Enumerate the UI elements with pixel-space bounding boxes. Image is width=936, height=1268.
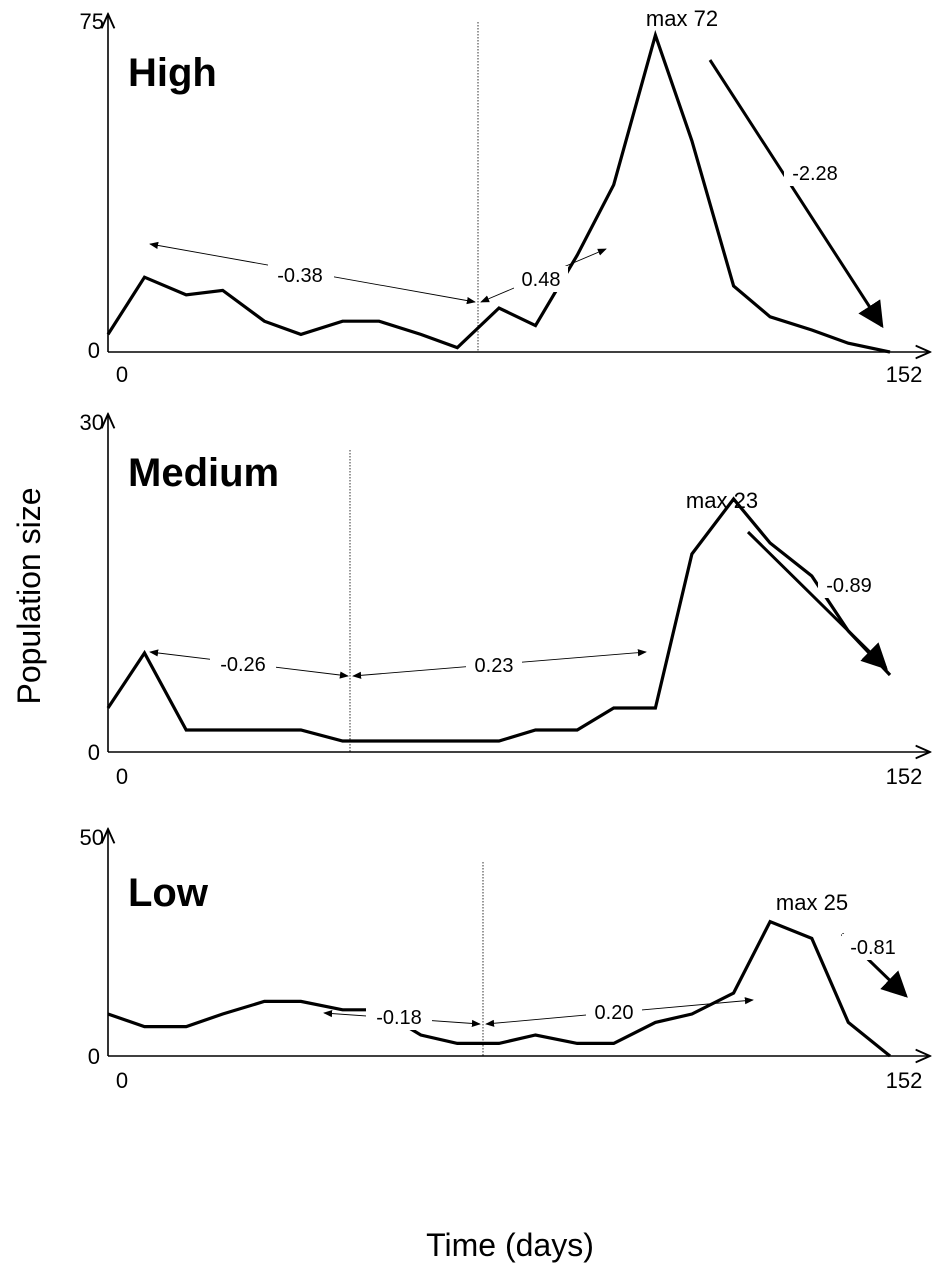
x-axis-label: Time (days) — [426, 1227, 594, 1263]
series-line — [106, 496, 892, 743]
panel-low: 50 0 0 152 Low -0.18 0.20 -0.81 max 25 — [80, 825, 930, 1093]
panel-title: Medium — [128, 451, 279, 495]
slope-label-right: -0.81 — [850, 937, 896, 959]
y-tick-max: 30 — [80, 410, 104, 435]
x-tick-max: 152 — [886, 764, 923, 789]
slope-label-left: -0.26 — [220, 654, 266, 676]
max-label: max 25 — [776, 890, 848, 915]
slope-label-mid: 0.23 — [475, 655, 514, 677]
y-tick-max: 75 — [80, 9, 104, 34]
series-line — [107, 919, 892, 1058]
y-tick-max: 50 — [80, 825, 104, 850]
slope-label-left: -0.18 — [376, 1007, 422, 1029]
y-tick-zero: 0 — [88, 740, 100, 765]
panel-title: High — [128, 51, 217, 95]
y-tick-zero: 0 — [88, 1044, 100, 1069]
y-tick-zero: 0 — [88, 338, 100, 363]
slope-label-right: -0.89 — [826, 575, 872, 597]
slope-label-right: -2.28 — [792, 163, 838, 185]
y-axis-label: Population size — [11, 487, 47, 704]
decline-arrow — [708, 59, 884, 329]
x-tick-zero: 0 — [116, 764, 128, 789]
x-tick-max: 152 — [886, 362, 923, 387]
slope-label-mid: 0.48 — [522, 269, 561, 291]
panel-high: 75 0 0 152 High -0.38 0.48 -2.28 max 72 — [80, 6, 930, 387]
panel-medium: 30 0 0 152 Medium -0.26 0.23 -0.89 max 2… — [80, 410, 930, 789]
slope-label-left: -0.38 — [277, 265, 323, 287]
max-label: max 23 — [686, 488, 758, 513]
x-tick-zero: 0 — [116, 1068, 128, 1093]
max-label: max 72 — [646, 6, 718, 31]
panel-title: Low — [128, 871, 209, 915]
x-tick-zero: 0 — [116, 362, 128, 387]
slope-label-mid: 0.20 — [595, 1002, 634, 1024]
series-line — [106, 29, 891, 354]
x-tick-max: 152 — [886, 1068, 923, 1093]
decline-arrow — [746, 530, 888, 670]
